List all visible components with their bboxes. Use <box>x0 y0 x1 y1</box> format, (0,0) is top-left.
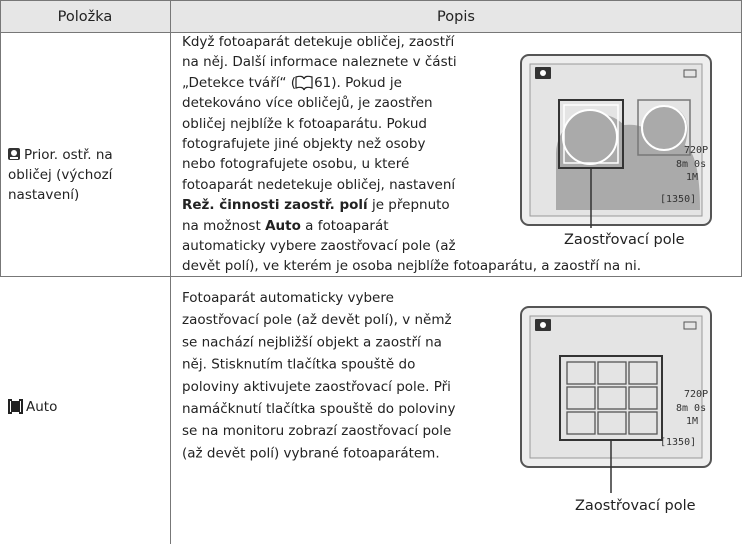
item-text: Prior. ostř. na <box>24 147 113 163</box>
desc-line: devět polí), ve kterém je osoba nejblíže… <box>182 258 641 274</box>
screen-text: 8m 0s <box>676 403 706 414</box>
desc-line: zaostřovací pole (až devět polí), v němž <box>182 312 452 328</box>
screen-text: 720P <box>684 389 708 400</box>
desc-line: něj. Stisknutím tlačítka spouště do <box>182 357 415 373</box>
caption: Zaostřovací pole <box>564 232 685 248</box>
desc-line: (až devět polí) vybrané fotoaparátem. <box>182 445 440 461</box>
item-text: Auto <box>26 399 57 415</box>
camera-screen: 720P 8m 0s 1M [1350] <box>520 306 712 493</box>
desc-line: se na monitoru zobrazí zaostřovací pole <box>182 423 451 439</box>
desc-line: detekováno více obličejů, je zaostřen <box>182 95 433 111</box>
desc-line: Fotoaparát automaticky vybere <box>182 290 394 306</box>
desc-line: poloviny aktivujete zaostřovací pole. Př… <box>182 379 451 395</box>
face-icon <box>8 148 20 160</box>
description: Když fotoaparát detekuje obličej, zaostř… <box>182 34 641 274</box>
desc-line: se nachází nejbližší objekt a zaostří na <box>182 334 442 350</box>
desc-line: obličej nejblíže k fotoaparátu. Pokud <box>182 116 427 132</box>
desc-line: automaticky vybere zaostřovací pole (až <box>182 238 456 254</box>
screen-text: 1M <box>686 172 698 183</box>
camera-screen: 720P 8m 0s 1M [1350] <box>520 54 712 228</box>
item-text: obličej (výchozí <box>8 167 114 183</box>
description: Fotoaparát automaticky vybere zaostřovací… <box>182 290 455 461</box>
desc-line: fotoaparát nedetekuje obličej, nastavení <box>182 177 456 193</box>
screen-text: [1350] <box>660 194 696 205</box>
desc-line: na možnost Auto a fotoaparát <box>182 218 389 234</box>
item-text: nastavení) <box>8 187 79 203</box>
screen-text: [1350] <box>660 437 696 448</box>
header-cell: Popis <box>437 9 475 25</box>
header-bg <box>0 0 742 33</box>
screen-text: 8m 0s <box>676 159 706 170</box>
screen-text: 1M <box>686 416 698 427</box>
desc-line: namáčknutí tlačítka spouště do poloviny <box>182 401 455 417</box>
header-cell: Položka <box>58 9 113 25</box>
desc-line: na něj. Další informace naleznete v část… <box>182 54 457 70</box>
book-icon <box>295 75 313 91</box>
caption: Zaostřovací pole <box>575 498 696 514</box>
desc-line: „Detekce tváří“ (61). Pokud je <box>182 75 402 91</box>
auto-icon <box>8 399 23 414</box>
desc-line: nebo fotografujete osobu, u které <box>182 156 409 172</box>
desc-line: Rež. činnosti zaostř. polí je přepnuto <box>182 197 450 213</box>
desc-line: fotografujete jiné objekty než osoby <box>182 136 426 152</box>
desc-line: Když fotoaparát detekuje obličej, zaostř… <box>182 34 456 50</box>
screen-text: 720P <box>684 145 708 156</box>
